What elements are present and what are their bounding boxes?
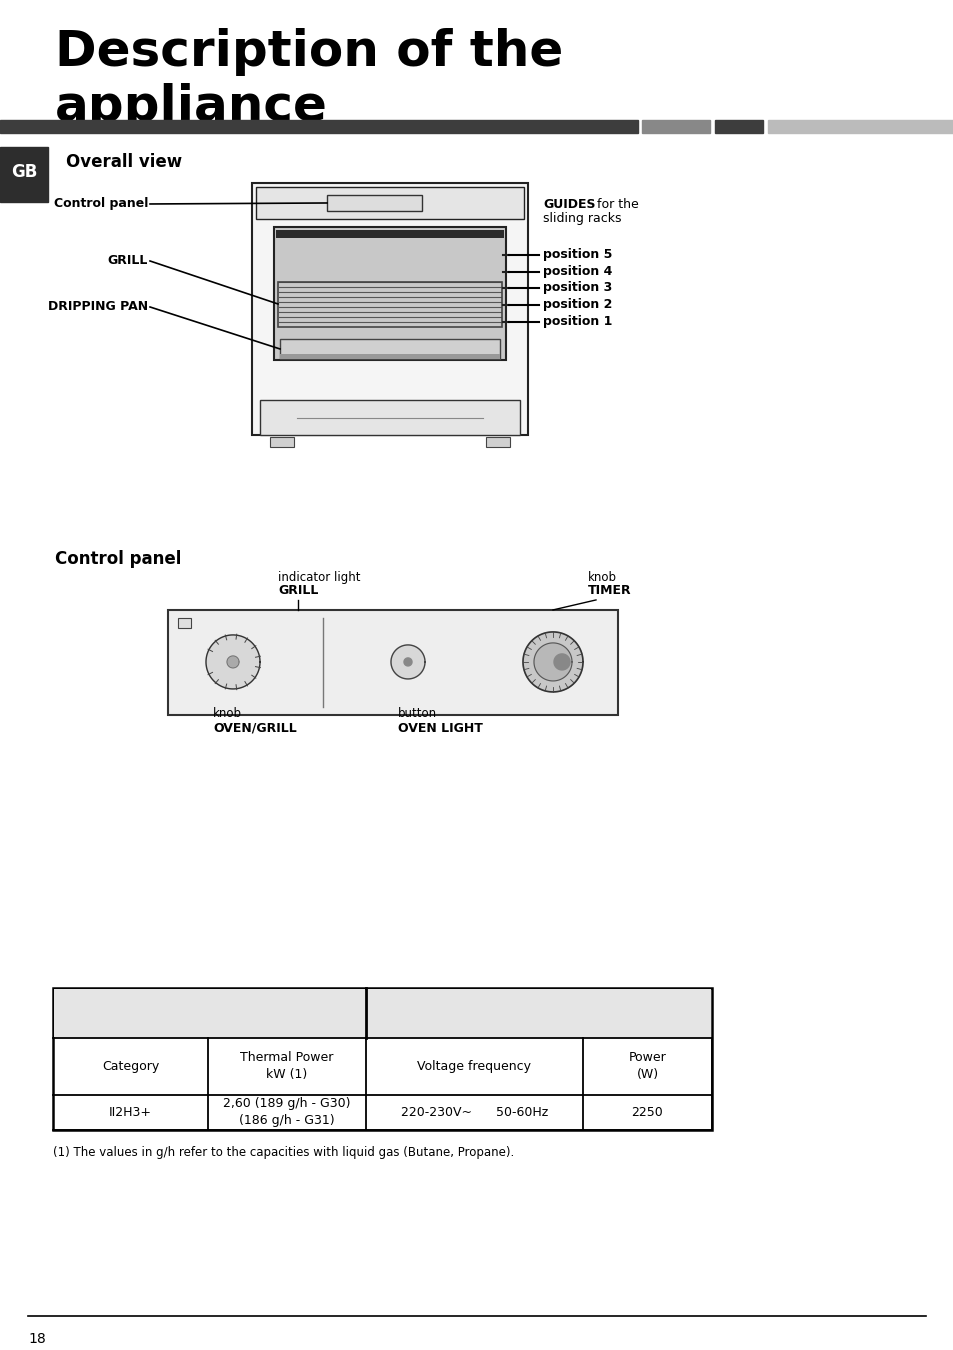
Polygon shape	[534, 643, 572, 680]
Text: TIMER: TIMER	[587, 585, 631, 597]
Text: position 4: position 4	[542, 266, 612, 278]
Text: Description of the: Description of the	[55, 28, 562, 76]
Bar	[367, 990, 710, 1037]
Bar	[280, 354, 499, 359]
Bar	[0, 120, 638, 134]
Text: for the: for the	[593, 198, 639, 211]
Text: (1) The values in g/h refer to the capacities with liquid gas (Butane, Propane).: (1) The values in g/h refer to the capac…	[53, 1146, 514, 1158]
Polygon shape	[391, 645, 424, 679]
Text: 2,60 (189 g/h - G30)
(186 g/h - G31): 2,60 (189 g/h - G30) (186 g/h - G31)	[223, 1098, 351, 1127]
Text: Electric Part: Electric Part	[491, 1006, 586, 1019]
Text: button: button	[397, 707, 436, 720]
Text: Power
(W): Power (W)	[628, 1052, 666, 1081]
Text: position 1: position 1	[542, 316, 612, 328]
Text: 2250: 2250	[631, 1106, 662, 1119]
Text: position 2: position 2	[542, 298, 612, 312]
Text: GB: GB	[10, 163, 37, 181]
Text: Overall view: Overall view	[66, 153, 182, 171]
Polygon shape	[522, 632, 582, 693]
Bar	[0, 147, 48, 202]
Bar	[168, 610, 618, 716]
Text: knob: knob	[587, 571, 617, 585]
Bar	[277, 282, 501, 327]
Text: OVEN LIGHT: OVEN LIGHT	[397, 722, 482, 734]
Polygon shape	[554, 653, 569, 670]
Bar	[767, 120, 953, 134]
Bar	[270, 437, 294, 447]
Text: Gas Part: Gas Part	[176, 1006, 243, 1019]
Text: OVEN/GRILL: OVEN/GRILL	[213, 722, 296, 734]
Bar	[280, 339, 499, 359]
Text: II2H3+: II2H3+	[109, 1106, 152, 1119]
Bar	[255, 188, 523, 219]
Text: position 3: position 3	[542, 281, 612, 294]
Text: DRIPPING PAN: DRIPPING PAN	[48, 301, 148, 313]
Polygon shape	[206, 634, 260, 688]
Bar	[260, 400, 519, 435]
Bar	[274, 227, 505, 360]
Bar	[178, 618, 191, 628]
Text: Category: Category	[102, 1060, 159, 1073]
Bar	[641, 120, 709, 134]
Text: 220-230V~      50-60Hz: 220-230V~ 50-60Hz	[400, 1106, 548, 1119]
Text: Control panel: Control panel	[53, 197, 148, 211]
Bar	[275, 230, 503, 238]
Text: appliance: appliance	[55, 82, 328, 131]
Polygon shape	[227, 656, 239, 668]
Text: GRILL: GRILL	[277, 585, 318, 597]
Bar	[252, 184, 527, 435]
Text: GUIDES: GUIDES	[542, 198, 595, 211]
Bar	[485, 437, 510, 447]
Text: position 5: position 5	[542, 248, 612, 262]
Bar	[327, 194, 421, 211]
Text: Voltage frequency: Voltage frequency	[417, 1060, 531, 1073]
Bar	[53, 988, 711, 1130]
Text: Control panel: Control panel	[55, 549, 181, 568]
Text: sliding racks: sliding racks	[542, 212, 620, 225]
Text: knob: knob	[213, 707, 242, 720]
Polygon shape	[403, 657, 412, 666]
Bar	[714, 120, 762, 134]
Bar	[54, 990, 365, 1037]
Text: indicator light: indicator light	[277, 571, 360, 585]
Text: 18: 18	[28, 1332, 46, 1346]
Text: GRILL: GRILL	[108, 254, 148, 267]
Text: Thermal Power
kW (1): Thermal Power kW (1)	[240, 1052, 334, 1081]
